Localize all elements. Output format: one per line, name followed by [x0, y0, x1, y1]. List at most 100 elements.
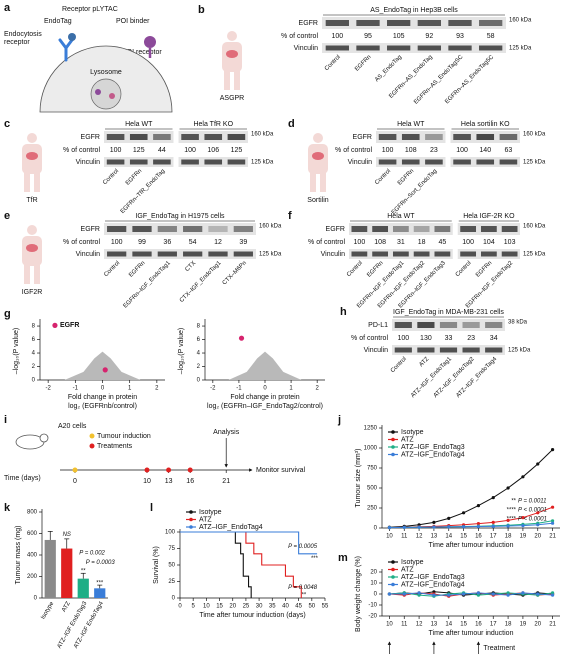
schematic-label: Lysosome	[90, 69, 122, 76]
degraded-poi	[109, 93, 115, 99]
y-axis-label: –log₁₀(P value)	[178, 328, 185, 374]
percent-value: 100	[456, 147, 468, 154]
survival-curve	[180, 531, 318, 555]
percent-value: 108	[374, 239, 386, 246]
x-tick-label: 25	[243, 604, 250, 610]
treatment-label: Treatment	[483, 645, 515, 652]
band	[453, 134, 471, 140]
lane-label: CTX	[184, 260, 197, 273]
row-label: % of control	[308, 239, 345, 246]
percent-value: 105	[393, 33, 405, 40]
x-tick-label: 15	[460, 534, 467, 540]
survival-curve	[180, 531, 252, 598]
panel-letter: a	[4, 2, 11, 14]
x-tick-label: 13	[431, 534, 438, 540]
annotation: **	[302, 592, 307, 598]
series-line	[389, 449, 553, 528]
kda-marker: 160 kDa	[523, 224, 546, 230]
x-tick-label: Isotype	[40, 600, 55, 620]
lane-label: Control	[324, 54, 342, 72]
y-tick-label: 0	[197, 378, 201, 384]
row-label: % of control	[351, 335, 388, 342]
x-tick-label: -1	[73, 386, 79, 392]
bar	[61, 548, 73, 598]
x-tick-label: -2	[210, 386, 216, 392]
legend-label: Isotype	[401, 559, 424, 566]
loading-band	[153, 159, 171, 165]
data-point	[432, 590, 436, 594]
percent-value: 92	[425, 33, 433, 40]
loading-band	[351, 251, 368, 257]
data-point	[506, 591, 510, 595]
data-point	[447, 516, 451, 521]
y-tick-label: 4	[197, 351, 201, 357]
y-tick-label: 400	[27, 553, 38, 559]
timeline-tick-label: 13	[165, 478, 173, 485]
band	[351, 226, 368, 232]
x-tick-label: 20	[534, 622, 541, 628]
lane-label: EGFRn	[397, 168, 415, 186]
lane-label: EGFRn	[366, 260, 384, 278]
data-point	[387, 526, 392, 530]
organ-figure	[27, 133, 37, 143]
y-tick-label: 0	[374, 526, 378, 532]
y-tick-label: 0	[34, 596, 38, 602]
row-label: EGFR	[81, 134, 100, 141]
organ-figure	[24, 172, 30, 192]
survival-curve	[180, 531, 302, 598]
band	[233, 226, 253, 232]
band	[183, 226, 203, 232]
row-label: Vinculin	[294, 45, 318, 52]
band	[356, 20, 380, 26]
organ-figure	[27, 225, 37, 235]
band	[227, 134, 246, 140]
data-point	[402, 592, 406, 596]
x-tick-label: 5	[192, 604, 196, 610]
percent-value: 130	[420, 335, 432, 342]
kda-marker: 160 kDa	[259, 224, 282, 230]
y-tick-label: 8	[197, 324, 201, 330]
annotation: P = 0.0003	[86, 560, 116, 566]
legend-marker	[391, 575, 395, 579]
group-title: Hela WT	[397, 121, 425, 128]
panel-letter: d	[288, 118, 295, 130]
row-label: % of control	[335, 147, 372, 154]
y-tick-label: 1250	[364, 426, 378, 432]
timeline-tick-label: 10	[143, 478, 151, 485]
row-label: Vinculin	[76, 159, 100, 166]
y-tick-label: 10	[370, 581, 377, 587]
organ-label: TfR	[26, 197, 37, 204]
group-title: Hela WT	[387, 213, 415, 220]
x-tick-label: -1	[236, 386, 242, 392]
x-axis-label: Time after tumour induction	[429, 630, 514, 637]
x-tick-label: ATZ–IGF EndoTag4	[73, 600, 105, 649]
legend-marker	[391, 430, 395, 434]
kda-marker: 125 kDa	[251, 160, 274, 166]
legend-marker	[89, 433, 95, 439]
band	[413, 226, 430, 232]
legend-label: ATZ	[199, 516, 212, 523]
percent-value: 93	[456, 33, 464, 40]
loading-band	[107, 251, 127, 257]
lane-label: EGFRn–Sort_EndoTag	[391, 168, 439, 216]
kda-marker: 125 kDa	[523, 252, 546, 258]
x-tick-label: 12	[416, 622, 423, 628]
data-point	[536, 511, 540, 515]
x-tick-label: 11	[401, 622, 408, 628]
data-point	[461, 525, 466, 529]
percent-value: 100	[382, 147, 394, 154]
degraded-poi	[95, 89, 101, 95]
band	[460, 226, 477, 232]
data-point	[417, 593, 421, 597]
panel-a: a Receptor pLYTAC EndoTag POI binder End…	[4, 2, 173, 113]
timeline-label: Analysis	[213, 429, 240, 436]
organ-icon	[226, 50, 238, 58]
lane-label: CTX–M6Pn	[222, 260, 248, 286]
data-point	[476, 593, 481, 597]
loading-band	[425, 159, 443, 165]
annotation: P = 0.0048	[288, 585, 318, 591]
timeline-label: A20 cells	[58, 423, 87, 430]
lane-label: EGFRn–AS_EndoTagSC	[413, 54, 465, 106]
legend-label: Tumour induction	[97, 433, 151, 440]
band	[181, 134, 199, 140]
